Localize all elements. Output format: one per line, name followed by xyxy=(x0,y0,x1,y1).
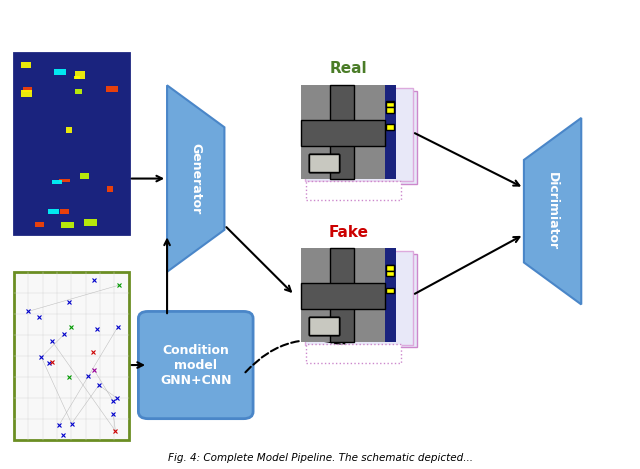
FancyBboxPatch shape xyxy=(301,249,385,342)
FancyBboxPatch shape xyxy=(23,87,33,92)
FancyBboxPatch shape xyxy=(21,90,33,97)
Text: Fake: Fake xyxy=(329,225,369,240)
FancyBboxPatch shape xyxy=(67,127,72,133)
FancyBboxPatch shape xyxy=(54,68,65,75)
FancyBboxPatch shape xyxy=(60,209,70,213)
FancyBboxPatch shape xyxy=(308,154,339,172)
FancyBboxPatch shape xyxy=(14,272,129,439)
FancyBboxPatch shape xyxy=(306,181,401,199)
Polygon shape xyxy=(524,118,581,304)
FancyBboxPatch shape xyxy=(14,53,129,234)
FancyBboxPatch shape xyxy=(306,344,401,363)
Text: Generator: Generator xyxy=(189,143,202,214)
FancyBboxPatch shape xyxy=(106,86,118,92)
FancyBboxPatch shape xyxy=(84,219,97,227)
FancyBboxPatch shape xyxy=(108,186,113,192)
FancyBboxPatch shape xyxy=(387,107,394,113)
Text: Fig. 4: Complete Model Pipeline. The schematic depicted...: Fig. 4: Complete Model Pipeline. The sch… xyxy=(168,453,472,463)
FancyBboxPatch shape xyxy=(308,317,339,335)
FancyBboxPatch shape xyxy=(305,251,413,345)
Text: Condition
model
GNN+CNN: Condition model GNN+CNN xyxy=(160,343,232,386)
FancyBboxPatch shape xyxy=(59,179,70,182)
FancyBboxPatch shape xyxy=(52,181,62,184)
FancyBboxPatch shape xyxy=(308,91,417,184)
FancyBboxPatch shape xyxy=(387,265,394,271)
FancyBboxPatch shape xyxy=(387,102,394,107)
FancyBboxPatch shape xyxy=(305,88,413,182)
FancyBboxPatch shape xyxy=(387,101,394,107)
FancyBboxPatch shape xyxy=(74,76,80,79)
FancyBboxPatch shape xyxy=(385,249,396,342)
FancyBboxPatch shape xyxy=(308,317,339,335)
FancyBboxPatch shape xyxy=(48,209,59,214)
FancyBboxPatch shape xyxy=(387,265,394,270)
FancyBboxPatch shape xyxy=(35,222,44,227)
FancyBboxPatch shape xyxy=(308,254,417,348)
FancyBboxPatch shape xyxy=(75,71,86,79)
FancyBboxPatch shape xyxy=(301,283,385,309)
FancyBboxPatch shape xyxy=(138,311,253,419)
FancyBboxPatch shape xyxy=(61,222,74,227)
FancyBboxPatch shape xyxy=(75,89,81,94)
FancyBboxPatch shape xyxy=(308,154,339,172)
FancyBboxPatch shape xyxy=(20,62,31,68)
Text: Real: Real xyxy=(330,61,367,76)
Text: Dicrimiator: Dicrimiator xyxy=(546,172,559,250)
FancyBboxPatch shape xyxy=(301,120,385,146)
FancyBboxPatch shape xyxy=(330,249,354,342)
FancyBboxPatch shape xyxy=(301,85,385,179)
FancyBboxPatch shape xyxy=(330,85,354,179)
Polygon shape xyxy=(167,85,225,272)
FancyBboxPatch shape xyxy=(387,124,394,130)
FancyBboxPatch shape xyxy=(308,154,339,172)
FancyBboxPatch shape xyxy=(308,154,339,172)
FancyBboxPatch shape xyxy=(79,173,90,179)
FancyBboxPatch shape xyxy=(308,317,339,335)
FancyBboxPatch shape xyxy=(387,287,394,293)
FancyBboxPatch shape xyxy=(387,271,394,276)
FancyBboxPatch shape xyxy=(308,317,339,335)
FancyBboxPatch shape xyxy=(385,85,396,179)
